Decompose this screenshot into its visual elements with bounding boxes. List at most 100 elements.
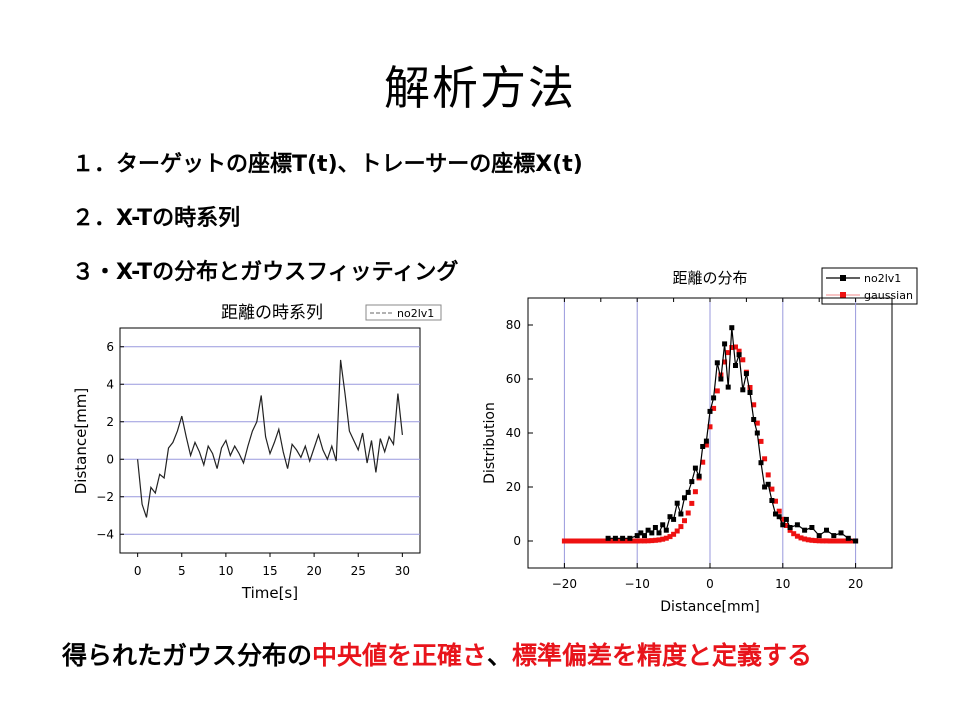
x-tick-label: 20 (306, 564, 321, 578)
gaussian-point (631, 538, 637, 544)
y-tick-label: 20 (506, 480, 521, 494)
data-point (605, 535, 611, 541)
data-point (682, 495, 687, 501)
step-text: ターゲットの座標T(t)、トレーサーの座標X(t) (116, 152, 583, 177)
x-tick-label: 5 (178, 564, 186, 578)
gaussian-point (813, 538, 819, 544)
data-point (703, 438, 709, 444)
data-point (838, 530, 844, 536)
gaussian-point (587, 538, 593, 544)
data-point (758, 460, 764, 466)
gaussian-point (787, 527, 793, 533)
data-point (802, 527, 808, 533)
gaussian-point (561, 538, 567, 544)
gaussian-point (783, 523, 789, 528)
gaussian-point (754, 420, 760, 426)
y-tick-label: 40 (506, 426, 521, 440)
gaussian-point (853, 538, 859, 544)
gaussian-point (747, 385, 753, 390)
y-axis-label: Distance[mm] (72, 388, 90, 495)
gaussian-point (642, 538, 647, 544)
legend-box (821, 267, 918, 305)
gaussian-point (703, 442, 709, 448)
conclusion-pre: 得られたガウス分布の (62, 641, 313, 670)
gaussian-point (692, 489, 698, 495)
gaussian-point (805, 537, 811, 543)
gaussian-point (729, 345, 735, 350)
gaussian-point (809, 537, 815, 543)
legend-label: no2lv1 (397, 307, 434, 320)
gaussian-point (572, 538, 578, 544)
gaussian-point (765, 472, 771, 478)
gaussian-point (842, 538, 848, 544)
gaussian-point (674, 528, 680, 534)
data-point (689, 479, 695, 485)
step-text: X-Tの時系列 (116, 206, 241, 231)
gaussian-point (565, 538, 571, 544)
gaussian-point (776, 508, 782, 514)
x-tick-label: −20 (552, 577, 577, 591)
gaussian-point (791, 531, 797, 537)
gaussian-point (740, 357, 746, 363)
data-point (711, 395, 717, 401)
legend-marker (840, 292, 846, 298)
y-tick-label: 0 (106, 452, 114, 466)
data-point (634, 533, 640, 539)
gaussian-point (660, 536, 666, 542)
data-point (663, 527, 669, 533)
data-point (612, 535, 618, 541)
gaussian-point (824, 538, 829, 544)
data-point (638, 530, 644, 536)
data-point (656, 530, 662, 536)
data-point (773, 511, 778, 517)
step-list: １．ターゲットの座標T(t)、トレーサーの座標X(t) ２．X-Tの時系列 ３・… (72, 146, 583, 308)
gaussian-point (751, 402, 757, 408)
gaussian-point (773, 498, 778, 504)
conclusion-highlight-precision: 標準偏差を精度と定義する (512, 641, 813, 670)
gaussian-point (678, 524, 684, 530)
gaussian-point (576, 538, 582, 544)
data-point (754, 430, 760, 436)
data-point (718, 376, 724, 382)
gaussian-point (834, 538, 840, 544)
gaussian-point (733, 344, 738, 350)
data-point (696, 473, 702, 479)
data-point (762, 484, 768, 490)
gaussian-point (827, 538, 833, 544)
gaussian-point (623, 538, 629, 544)
step-text: X-Tの分布とガウスフィッティング (116, 260, 459, 285)
gaussian-point (569, 538, 575, 544)
step-item: ２．X-Tの時系列 (72, 200, 583, 254)
data-point (645, 527, 651, 533)
data-point (831, 533, 837, 539)
gaussian-point (780, 516, 786, 522)
data-point (642, 533, 647, 539)
gaussian-point (649, 538, 655, 544)
gaussian-point (758, 438, 764, 444)
gaussian-point (671, 531, 677, 537)
gaussian-point (601, 538, 607, 544)
data-point (714, 360, 720, 366)
gaussian-point (769, 486, 775, 492)
data-point (740, 387, 746, 393)
gaussian-point (718, 372, 724, 378)
gaussian-point (598, 538, 604, 544)
data-point (776, 514, 782, 520)
gaussian-point (816, 538, 822, 544)
data-point (700, 444, 706, 449)
data-point (743, 371, 749, 377)
x-tick-label: 20 (848, 577, 863, 591)
data-point (787, 525, 793, 530)
data-point (660, 522, 666, 528)
data-point (783, 516, 789, 522)
gaussian-point (802, 536, 808, 542)
step-item: ３・X-Tの分布とガウスフィッティング (72, 254, 583, 308)
data-point (809, 525, 815, 530)
y-tick-label: 6 (106, 340, 114, 354)
gaussian-point (616, 538, 622, 544)
data-point (733, 363, 738, 368)
step-item: １．ターゲットの座標T(t)、トレーサーの座標X(t) (72, 146, 583, 200)
legend-marker (840, 275, 846, 281)
data-point (725, 384, 731, 390)
data-point (692, 465, 698, 471)
